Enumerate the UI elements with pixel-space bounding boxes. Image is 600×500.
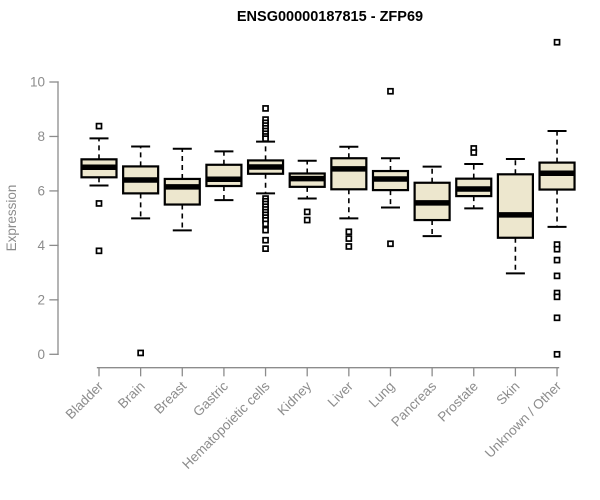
- outlier-point: [553, 245, 561, 253]
- outlier-point: [95, 122, 103, 130]
- outlier-point: [137, 349, 144, 357]
- iqr-box: [163, 177, 201, 206]
- x-tick-label-pancreas: Pancreas: [388, 378, 439, 429]
- outlier-point: [553, 314, 561, 322]
- outlier-point: [553, 272, 561, 280]
- outlier-point: [553, 350, 561, 358]
- boxplot-prostate: [455, 145, 493, 210]
- x-tick-label-gastric: Gastric: [190, 378, 231, 419]
- outlier-point: [262, 105, 269, 112]
- x-tick-label-breast: Breast: [151, 378, 189, 416]
- boxplot-hematopoietic-cells: [246, 105, 285, 252]
- boxplot-breast: [163, 147, 201, 232]
- x-tick-label-bladder: Bladder: [63, 378, 107, 422]
- y-tick-label-2: 2: [37, 292, 45, 307]
- iqr-box: [330, 157, 368, 191]
- y-tick-label-4: 4: [37, 238, 45, 253]
- x-tick-label-liver: Liver: [325, 378, 357, 410]
- outlier-point: [553, 256, 561, 264]
- outlier-point: [262, 236, 269, 244]
- outlier-point: [95, 247, 103, 255]
- outlier-point: [303, 208, 311, 216]
- outlier-point: [553, 38, 561, 46]
- y-axis: 0 2 4 6 8 10: [30, 75, 59, 362]
- outlier-point: [345, 235, 353, 242]
- boxplot-bladder: [80, 122, 118, 255]
- iqr-box: [205, 163, 243, 188]
- outlier-point: [262, 220, 269, 228]
- boxplot-liver: [330, 145, 368, 250]
- outlier-point: [95, 200, 103, 207]
- boxplot-lung: [371, 87, 410, 248]
- x-tick-label-kidney: Kidney: [275, 378, 315, 418]
- x-tick-label-unknown-other: Unknown / Other: [482, 378, 565, 461]
- outlier-point: [345, 243, 353, 250]
- y-axis-title: Expression: [4, 185, 19, 252]
- outlier-point: [387, 240, 394, 248]
- x-tick-label-lung: Lung: [366, 379, 398, 411]
- outlier-point: [470, 149, 478, 156]
- y-tick-label-10: 10: [30, 75, 45, 90]
- boxplot-kidney: [288, 159, 326, 224]
- boxplot-unknown-other: [538, 38, 576, 358]
- outlier-point: [262, 226, 269, 234]
- outlier-point: [553, 293, 561, 301]
- outlier-point: [262, 245, 269, 252]
- y-tick-label-0: 0: [37, 347, 45, 362]
- x-tick-label-prostate: Prostate: [435, 379, 481, 425]
- boxplot-pancreas: [413, 165, 451, 238]
- iqr-box: [496, 173, 534, 239]
- boxplot-gastric: [205, 150, 243, 202]
- outlier-point: [262, 135, 269, 142]
- boxplots-group: [80, 38, 576, 358]
- outlier-point: [303, 216, 311, 224]
- outlier-point: [345, 228, 353, 236]
- x-tick-label-brain: Brain: [115, 379, 148, 412]
- boxplot-brain: [122, 145, 160, 357]
- iqr-box: [538, 161, 576, 191]
- outlier-point: [387, 87, 394, 95]
- boxplot-skin: [496, 158, 534, 275]
- x-tick-label-skin: Skin: [493, 379, 522, 408]
- y-tick-label-6: 6: [37, 183, 45, 198]
- y-tick-label-8: 8: [37, 129, 45, 144]
- chart-title: ENSG00000187815 - ZFP69: [237, 9, 423, 25]
